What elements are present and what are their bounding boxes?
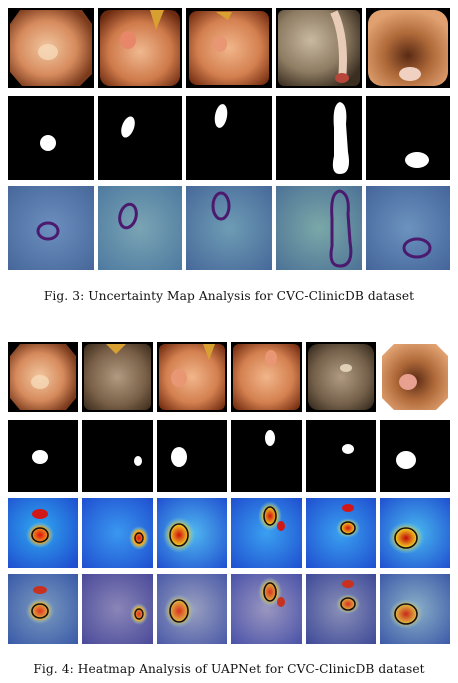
fig4-heatmap-3 — [157, 498, 227, 568]
fig3-mask-1 — [8, 96, 94, 180]
fig3-uncertainty-5 — [366, 186, 450, 270]
fig4-mask-2 — [82, 420, 153, 492]
fig4-image-2 — [82, 342, 153, 412]
fig4-mask-5 — [306, 420, 376, 492]
fig3-image-5 — [366, 8, 450, 88]
fig4-overlay-2 — [82, 574, 153, 644]
fig4-heatmap-4 — [231, 498, 302, 568]
fig4-heatmap-6 — [380, 498, 450, 568]
figure-3-caption: Fig. 3: Uncertainty Map Analysis for CVC… — [43, 289, 415, 303]
figure-4: Fig. 4: Heatmap Analysis of UAPNet for C… — [0, 340, 458, 683]
fig3-uncertainty-2 — [98, 186, 182, 270]
fig3-image-3 — [186, 8, 272, 88]
fig4-overlay-5 — [306, 574, 376, 644]
fig4-mask-4 — [231, 420, 302, 492]
fig3-mask-4 — [276, 96, 362, 180]
fig4-mask-3 — [157, 420, 227, 492]
fig4-heatmap-2 — [82, 498, 153, 568]
fig4-overlay-4 — [231, 574, 302, 644]
fig3-image-1 — [8, 8, 94, 88]
fig4-mask-6 — [380, 420, 450, 492]
fig4-overlay-6 — [380, 574, 450, 644]
fig4-image-5 — [306, 342, 376, 412]
figure-3: Fig. 3: Uncertainty Map Analysis for CVC… — [0, 0, 458, 310]
fig4-image-4 — [231, 342, 302, 412]
fig4-image-1 — [8, 342, 78, 412]
fig4-overlay-1 — [8, 574, 78, 644]
fig3-mask-2 — [98, 96, 182, 180]
fig4-overlay-3 — [157, 574, 227, 644]
fig3-mask-3 — [186, 96, 272, 180]
fig4-image-6 — [380, 342, 450, 412]
fig3-uncertainty-4 — [276, 186, 362, 270]
figure-4-caption: Fig. 4: Heatmap Analysis of UAPNet for C… — [33, 662, 425, 676]
fig4-heatmap-1 — [8, 498, 78, 568]
fig3-image-2 — [98, 8, 182, 88]
fig3-image-4 — [276, 8, 362, 88]
fig4-heatmap-5 — [306, 498, 376, 568]
fig4-mask-1 — [8, 420, 78, 492]
fig3-uncertainty-3 — [186, 186, 272, 270]
fig3-uncertainty-1 — [8, 186, 94, 270]
fig3-mask-5 — [366, 96, 450, 180]
fig4-image-3 — [157, 342, 227, 412]
